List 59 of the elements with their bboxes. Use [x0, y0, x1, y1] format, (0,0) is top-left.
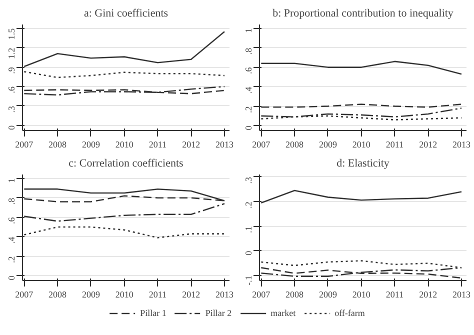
y-tick-label: .8	[244, 47, 254, 55]
x-tick-label: 2010	[115, 140, 134, 150]
x-tick-label: 2011	[148, 290, 167, 300]
x-tick-label: 2008	[286, 290, 304, 300]
legend-label: Pillar 1	[140, 308, 166, 318]
legend-label: off-farm	[334, 308, 365, 318]
x-tick-label: 2010	[352, 290, 371, 300]
chart-title: c: Correlation coefficients	[68, 158, 184, 170]
x-tick-label: 2011	[148, 140, 167, 150]
x-tick-label: 2011	[386, 290, 404, 300]
y-tick-label: .8	[6, 197, 16, 205]
y-tick-label: .2	[244, 106, 254, 113]
x-tick-label: 2012	[419, 290, 438, 300]
y-tick-label: .6	[6, 86, 16, 94]
legend-label: Pillar 2	[205, 308, 232, 318]
x-tick-label: 2008	[48, 290, 68, 300]
y-tick-label: 1	[6, 178, 16, 183]
x-tick-label: 2009	[318, 140, 338, 150]
chart-title: b: Proportional contribution to inequality	[272, 8, 454, 20]
x-tick-label: 2010	[115, 290, 134, 300]
x-tick-label: 2008	[286, 140, 304, 150]
y-tick-label: .1	[244, 226, 254, 234]
y-tick-label: 0	[6, 124, 16, 130]
x-tick-label: 2009	[318, 290, 338, 300]
x-tick-label: 2007	[15, 290, 34, 300]
x-tick-label: 2008	[48, 140, 68, 150]
chart-title: a: Gini coefficients	[84, 8, 168, 20]
x-tick-label: 2012	[182, 290, 200, 300]
y-tick-label: 1.2	[6, 48, 16, 60]
y-tick-label: .3	[244, 176, 254, 184]
y-tick-label: .2	[6, 256, 16, 263]
chart-title: d: Elasticity	[336, 158, 390, 170]
y-tick-label: .4	[244, 86, 254, 94]
x-tick-label: 2007	[252, 290, 271, 300]
y-tick-label: 1.5	[6, 28, 16, 40]
y-tick-label: .9	[6, 66, 16, 74]
x-tick-label: 2009	[82, 290, 100, 300]
x-tick-label: 2009	[82, 140, 100, 150]
y-tick-label: 0	[244, 250, 254, 256]
x-tick-label: 2013	[452, 140, 471, 150]
y-tick-label: -.1	[244, 276, 254, 286]
y-tick-label: 1	[244, 28, 254, 33]
y-tick-label: .3	[6, 105, 16, 113]
x-tick-label: 2013	[215, 140, 234, 150]
y-tick-label: 0	[6, 275, 16, 280]
y-tick-label: .6	[244, 66, 254, 74]
x-tick-label: 2013	[452, 290, 471, 300]
x-tick-label: 2013	[215, 290, 234, 300]
x-tick-label: 2011	[386, 140, 404, 150]
x-tick-label: 2007	[252, 140, 271, 150]
x-tick-label: 2010	[352, 140, 371, 150]
x-tick-label: 2012	[419, 140, 438, 150]
x-tick-label: 2007	[15, 140, 34, 150]
x-tick-label: 2012	[182, 140, 200, 150]
y-tick-label: .2	[244, 202, 254, 208]
y-tick-label: .4	[6, 236, 16, 244]
y-tick-label: 0	[244, 125, 254, 130]
y-tick-label: .6	[6, 216, 16, 224]
legend-label: market	[270, 308, 296, 318]
